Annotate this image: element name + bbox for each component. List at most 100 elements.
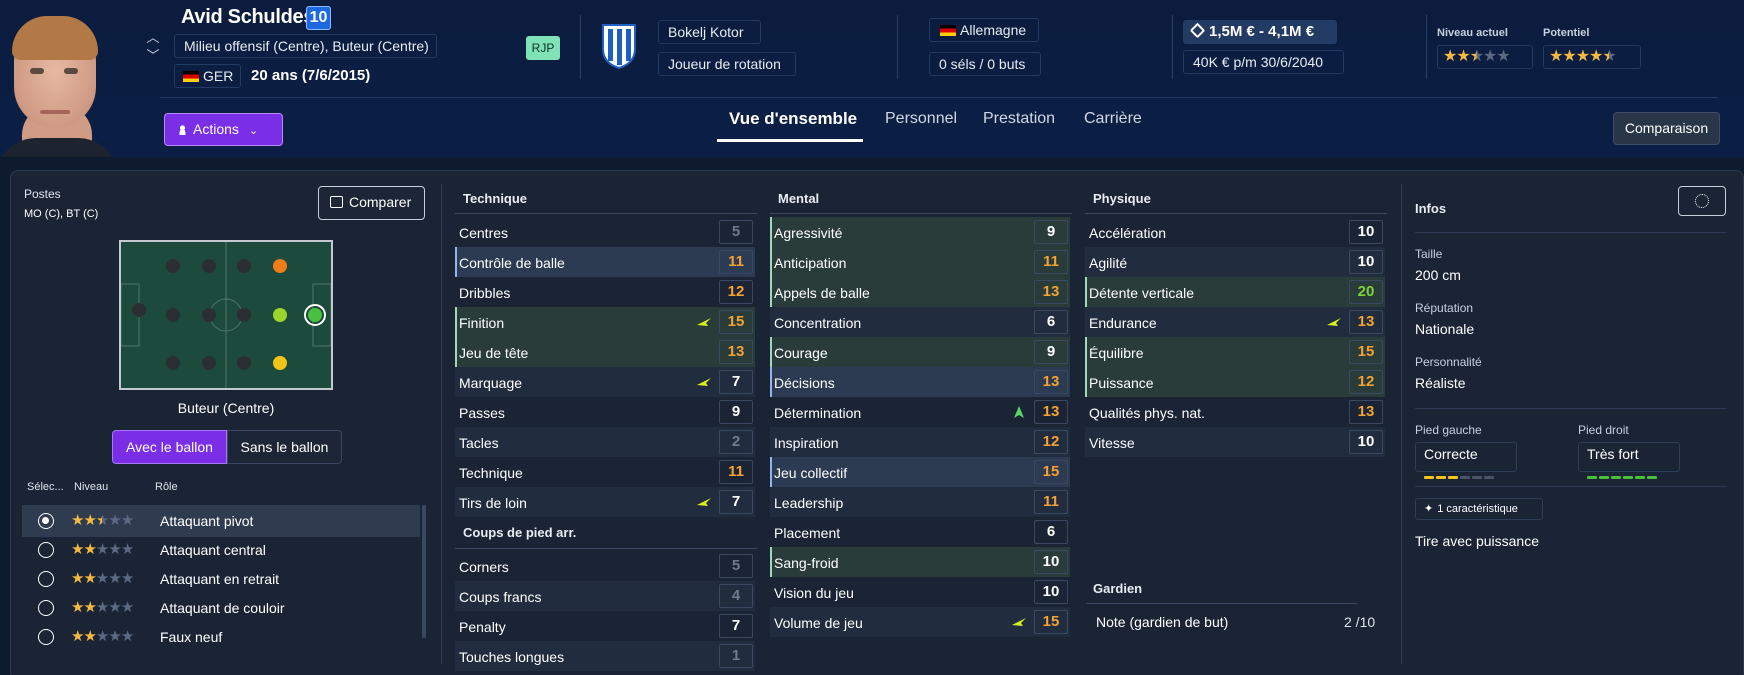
national-team-name: Allemagne <box>960 22 1027 38</box>
attribute-row[interactable]: Vitesse 10 <box>1085 427 1385 457</box>
attribute-name: Vision du jeu <box>774 585 854 601</box>
role-radio[interactable] <box>38 571 54 587</box>
attribute-row[interactable]: Volume de jeu 15 <box>770 607 1070 637</box>
player-avatar <box>0 10 112 157</box>
role-column-select[interactable]: Sélec... <box>27 481 64 493</box>
level-segment <box>1484 476 1494 479</box>
role-row[interactable]: ★★★★★ Attaquant central <box>22 534 420 566</box>
role-column-role[interactable]: Rôle <box>155 481 178 493</box>
star-icon: ★ <box>95 541 109 558</box>
attribute-row[interactable]: Courage 9 <box>770 337 1070 367</box>
role-row[interactable]: ★★★★★ Attaquant de couloir <box>22 592 420 624</box>
attribute-row[interactable]: Dribbles 12 <box>455 277 755 307</box>
attribute-row[interactable]: Placement 6 <box>770 517 1070 547</box>
role-row[interactable]: ★★★★★ Attaquant pivot <box>22 505 420 537</box>
current-level-stars: ★★★★★ <box>1437 45 1533 69</box>
attribute-row[interactable]: Penalty 7 <box>455 611 755 641</box>
attribute-row[interactable]: Inspiration 12 <box>770 427 1070 457</box>
attribute-row[interactable]: Concentration 6 <box>770 307 1070 337</box>
attribute-row[interactable]: Décisions 13 <box>770 367 1070 397</box>
compare-button[interactable]: Comparer <box>318 186 425 220</box>
attribute-row[interactable]: Touches longues 1 <box>455 641 755 671</box>
attribute-row[interactable]: Finition 15 <box>455 307 755 337</box>
attribute-row[interactable]: Marquage 7 <box>455 367 755 397</box>
attribute-row[interactable]: Qualités phys. nat. 13 <box>1085 397 1385 427</box>
role-name: Attaquant central <box>160 542 266 558</box>
chevron-down-icon[interactable]: ﹀ <box>146 48 160 63</box>
shirt-number-badge: 10 <box>306 6 331 30</box>
tab-career[interactable]: Carrière <box>1084 110 1142 127</box>
attribute-row[interactable]: Agilité 10 <box>1085 247 1385 277</box>
attribute-row[interactable]: Centres 5 <box>455 217 755 247</box>
tab-performance[interactable]: Prestation <box>983 110 1056 127</box>
player-header: ︿ ﹀ Avid Schuldes 10 Milieu offensif (Ce… <box>0 0 1744 157</box>
info-options-button[interactable] <box>1678 186 1726 216</box>
attribute-row[interactable]: Détente verticale 20 <box>1085 277 1385 307</box>
personality-label: Personnalité <box>1415 355 1482 369</box>
attribute-row[interactable]: Jeu de tête 13 <box>455 337 755 367</box>
attribute-row[interactable]: Corners 5 <box>455 551 755 581</box>
selected-position-name: Buteur (Centre) <box>177 400 275 416</box>
role-radio[interactable] <box>38 513 54 529</box>
attribute-row[interactable]: Équilibre 15 <box>1085 337 1385 367</box>
person-icon <box>178 125 187 135</box>
attribute-value: 12 <box>1349 370 1383 394</box>
role-row[interactable]: ★★★★★ Faux neuf <box>22 621 420 653</box>
position-dot <box>202 356 216 370</box>
attribute-row[interactable]: Accélération 10 <box>1085 217 1385 247</box>
star-icon: ★ <box>95 599 109 616</box>
with-ball-toggle[interactable]: Avec le ballon <box>112 430 227 464</box>
tab-overview[interactable]: Vue d'ensemble <box>729 109 858 128</box>
role-radio[interactable] <box>38 600 54 616</box>
tab-personal[interactable]: Personnel <box>885 110 958 127</box>
attribute-name: Tirs de loin <box>459 495 527 511</box>
attribute-row[interactable]: Leadership 11 <box>770 487 1070 517</box>
national-team[interactable]: Allemagne <box>929 18 1039 42</box>
position-dot <box>237 308 251 322</box>
attribute-value: 11 <box>1034 250 1068 274</box>
section-divider <box>455 213 757 214</box>
position-dot <box>237 356 251 370</box>
attribute-row[interactable]: Endurance 13 <box>1085 307 1385 337</box>
traits-badge[interactable]: ✦ 1 caractéristique <box>1415 498 1543 520</box>
attribute-row[interactable]: Détermination 13 <box>770 397 1070 427</box>
attribute-row[interactable]: Tacles 2 <box>455 427 755 457</box>
attribute-name: Équilibre <box>1089 345 1144 361</box>
actions-button[interactable]: Actions ⌄ <box>164 113 283 146</box>
attribute-row[interactable]: Sang-froid 10 <box>770 547 1070 577</box>
star-icon: ★ <box>95 570 109 587</box>
attribute-row[interactable]: Agressivité 9 <box>770 217 1070 247</box>
role-list-scrollbar[interactable] <box>422 505 426 638</box>
attribute-name: Détermination <box>774 405 862 421</box>
attribute-row[interactable]: Contrôle de balle 11 <box>455 247 755 277</box>
attribute-value: 15 <box>1034 610 1068 634</box>
chevron-up-icon[interactable]: ︿ <box>146 30 160 45</box>
role-column-level[interactable]: Niveau <box>74 481 109 493</box>
star-icon: ★ <box>1575 48 1590 65</box>
role-row[interactable]: ★★★★★ Attaquant en retrait <box>22 563 420 595</box>
attribute-row[interactable]: Coups francs 4 <box>455 581 755 611</box>
potential-label: Potentiel <box>1543 27 1590 39</box>
star-icon: ★ <box>120 512 134 529</box>
transfer-value-text: 1,5M € - 4,1M € <box>1209 23 1315 40</box>
star-icon: ★ <box>71 599 84 616</box>
header-divider <box>1172 15 1173 79</box>
club-name[interactable]: Bokelj Kotor <box>658 20 761 44</box>
attribute-row[interactable]: Appels de balle 13 <box>770 277 1070 307</box>
attribute-value: 5 <box>719 220 753 244</box>
role-radio[interactable] <box>38 629 54 645</box>
attribute-row[interactable]: Tirs de loin 7 <box>455 487 755 517</box>
attribute-row[interactable]: Jeu collectif 15 <box>770 457 1070 487</box>
attribute-row[interactable]: Technique 11 <box>455 457 755 487</box>
comparison-button[interactable]: Comparaison <box>1613 112 1720 145</box>
attribute-row[interactable]: Vision du jeu 10 <box>770 577 1070 607</box>
role-level-stars: ★★★★★ <box>71 511 134 529</box>
attribute-row[interactable]: Passes 9 <box>455 397 755 427</box>
attribute-row[interactable]: Anticipation 11 <box>770 247 1070 277</box>
without-ball-toggle[interactable]: Sans le ballon <box>227 430 342 464</box>
attribute-name: Accélération <box>1089 225 1167 241</box>
role-radio[interactable] <box>38 542 54 558</box>
attribute-row[interactable]: Puissance 12 <box>1085 367 1385 397</box>
attribute-name: Agressivité <box>774 225 843 241</box>
left-foot-rating: Correcte <box>1415 442 1517 479</box>
